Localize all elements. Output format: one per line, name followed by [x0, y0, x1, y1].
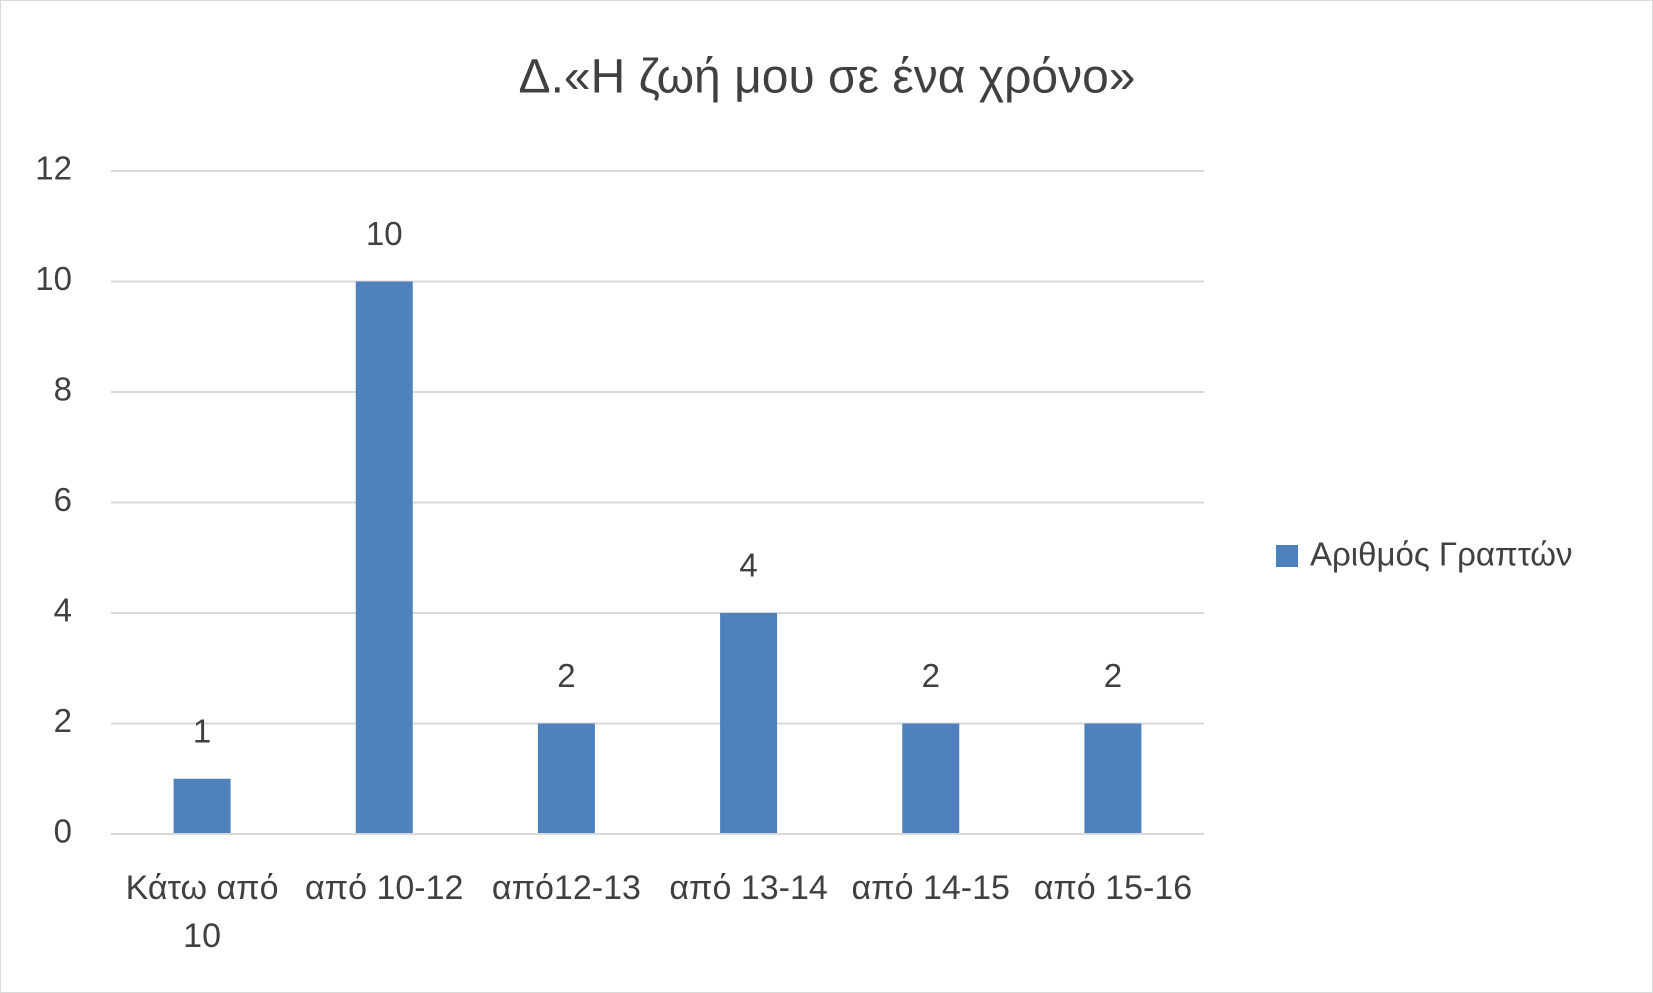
y-tick-label: 12: [35, 150, 72, 187]
legend-label: Αριθμός Γραπτών: [1310, 536, 1573, 573]
data-label: 4: [739, 547, 757, 584]
x-tick-label: Κάτω από 10: [125, 869, 279, 955]
y-tick-label: 10: [35, 260, 72, 297]
legend-swatch: [1276, 545, 1298, 567]
y-tick-label: 0: [54, 813, 72, 850]
bar: [173, 778, 231, 834]
bar: [902, 723, 960, 834]
x-tick-label: από 10-12: [305, 869, 464, 907]
x-tick-label: από 13-14: [669, 869, 828, 907]
x-tick-label: από12-13: [491, 869, 641, 907]
data-label: 2: [1104, 657, 1122, 694]
x-tick-label: από 14-15: [851, 869, 1010, 907]
y-tick-label: 8: [54, 371, 72, 408]
y-tick-label: 4: [54, 592, 72, 629]
data-label: 2: [922, 657, 940, 694]
x-tick-label: από 15-16: [1033, 869, 1193, 907]
bar: [355, 281, 413, 834]
bar: [720, 613, 778, 834]
data-label: 2: [557, 657, 575, 694]
bar: [1084, 723, 1142, 834]
y-tick-label: 6: [54, 481, 72, 518]
chart-title: Δ.«Η ζωή μου σε ένα χρόνο»: [519, 51, 1136, 104]
bar: [537, 723, 595, 834]
data-label: 1: [193, 712, 211, 749]
y-tick-label: 2: [54, 702, 72, 739]
data-label: 10: [366, 215, 403, 252]
